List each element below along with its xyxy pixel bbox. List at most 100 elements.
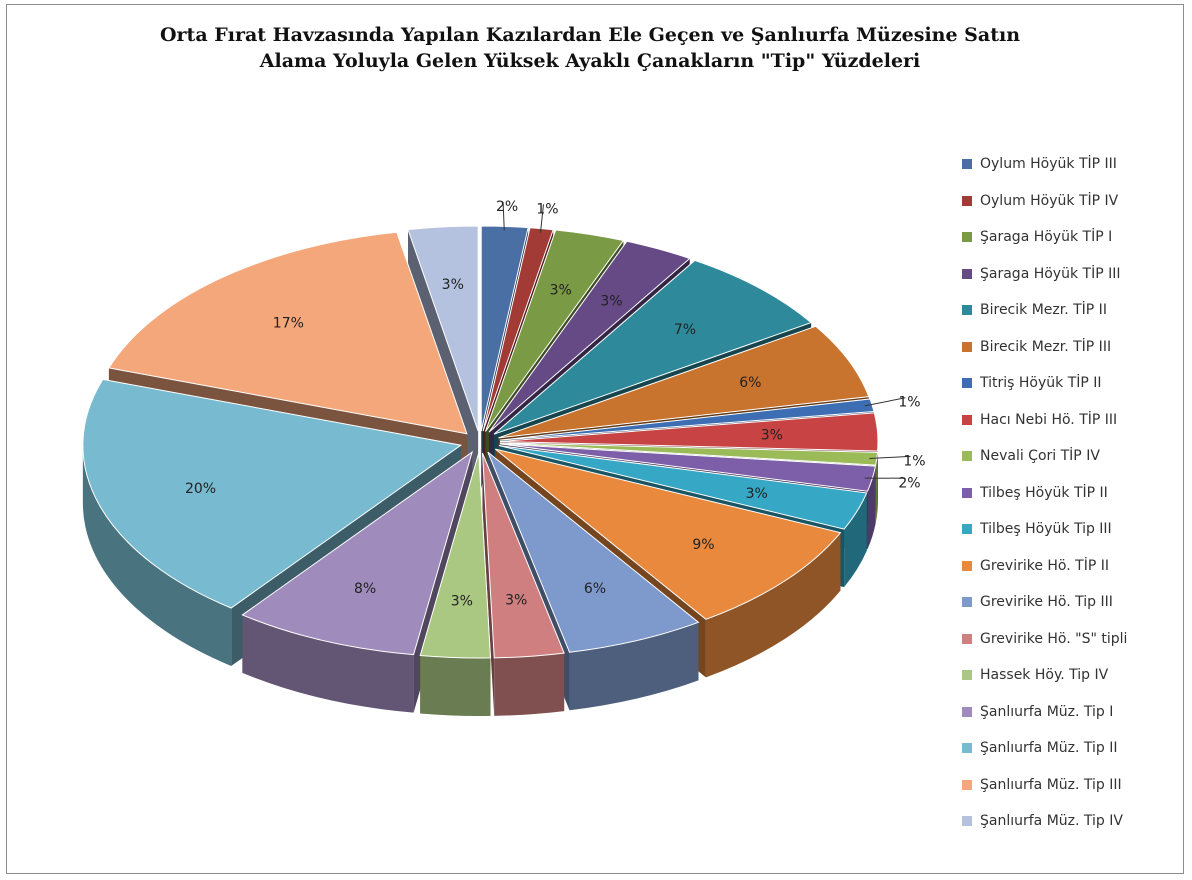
legend-swatch — [962, 487, 972, 498]
legend-item: Şaraga Höyük TİP I — [962, 219, 1127, 256]
legend-label: Nevali Çori TİP IV — [980, 448, 1100, 465]
data-label: 3% — [761, 428, 783, 444]
pie-slice — [494, 448, 842, 620]
data-label: 6% — [584, 581, 606, 597]
data-label: 2% — [496, 199, 518, 215]
legend-swatch — [962, 816, 972, 827]
legend-label: Hacı Nebi Hö. TİP III — [980, 411, 1118, 428]
pie-slice-side — [705, 532, 841, 678]
legend-label: Şanlıurfa Müz. Tip I — [980, 703, 1114, 720]
legend-item: Şanlıurfa Müz. Tip I — [962, 694, 1127, 731]
data-label: 3% — [442, 277, 464, 293]
legend-item: Hacı Nebi Hö. TİP III — [962, 402, 1127, 439]
legend-swatch — [962, 378, 972, 389]
data-label: 3% — [550, 283, 572, 299]
legend-item: Grevirike Hö. Tip III — [962, 584, 1127, 621]
pie-slice-side — [82, 445, 232, 667]
pie-slice — [499, 398, 875, 441]
legend-label: Birecik Mezr. TİP III — [980, 338, 1112, 355]
legend-label: Şaraga Höyük TİP III — [980, 265, 1121, 282]
legend-label: Titriş Höyük TİP II — [980, 375, 1102, 392]
data-label: 7% — [674, 322, 696, 338]
legend-swatch — [962, 743, 972, 754]
pie-slice — [488, 240, 691, 433]
data-label-leader — [864, 397, 906, 407]
legend-swatch — [962, 305, 972, 316]
legend-swatch — [962, 159, 972, 170]
pie-slice-side — [844, 492, 867, 588]
pie-slice — [241, 450, 474, 656]
legend-label: Tilbeş Höyük Tip III — [980, 521, 1112, 538]
data-label: 3% — [451, 593, 473, 609]
legend-swatch — [962, 706, 972, 717]
chart-legend: Oylum Höyük TİP III Oylum Höyük TİP IV Şar… — [962, 146, 1127, 840]
pie-slice — [499, 412, 879, 452]
legend-item: Birecik Mezr. TİP III — [962, 329, 1127, 366]
legend-label: Şanlıurfa Müz. Tip IV — [980, 813, 1123, 830]
legend-label: Grevirike Hö. Tip III — [980, 594, 1113, 611]
pie-slice-wall — [482, 452, 495, 716]
pie-slice — [493, 259, 813, 435]
pie-data-labels: 2% 1% 3% 3% 7% 6% 1% 3% 1% 2% 3% 9% 6% 3% 3% 8% 20% 17% 3% — [185, 199, 926, 609]
legend-swatch — [962, 779, 972, 790]
pie-slice — [419, 452, 492, 659]
legend-swatch — [962, 232, 972, 243]
legend-item: Tilbeş Höyük Tip III — [962, 511, 1127, 548]
legend-label: Oylum Höyük TİP IV — [980, 192, 1119, 209]
pie-slice — [498, 445, 868, 530]
legend-label: Şaraga Höyük TİP I — [980, 229, 1113, 246]
legend-swatch — [962, 633, 972, 644]
legend-swatch — [962, 268, 972, 279]
legend-item: Grevirike Hö. "S" tipli — [962, 621, 1127, 658]
legend-item: Oylum Höyük TİP IV — [962, 183, 1127, 220]
data-label: 17% — [273, 315, 304, 331]
data-label: 3% — [505, 592, 527, 608]
data-label-leader — [869, 455, 911, 459]
legend-label: Grevirike Hö. TİP II — [980, 557, 1109, 574]
pie-slice — [498, 325, 870, 439]
data-label-leader — [539, 204, 545, 233]
data-label: 1% — [898, 395, 920, 411]
pie-slice — [485, 229, 625, 432]
legend-swatch — [962, 414, 972, 425]
legend-label: Hassek Höy. Tip IV — [980, 667, 1109, 684]
data-label: 1% — [536, 201, 558, 217]
legend-item: Şanlıurfa Müz. Tip III — [962, 767, 1127, 804]
data-label: 3% — [600, 293, 622, 309]
pie-slice-side — [420, 655, 491, 716]
legend-item: Nevali Çori TİP IV — [962, 438, 1127, 475]
pie-slice — [407, 225, 479, 432]
legend-label: Şanlıurfa Müz. Tip II — [980, 740, 1118, 757]
pie-slice-side — [875, 452, 878, 524]
legend-label: Grevirike Hö. "S" tipli — [980, 630, 1128, 647]
data-label: 3% — [746, 486, 768, 502]
pie-slice-tops — [82, 225, 879, 659]
legend-item: Oylum Höyük TİP III — [962, 146, 1127, 183]
data-label: 20% — [185, 481, 216, 497]
legend-item: Birecik Mezr. TİP II — [962, 292, 1127, 329]
data-label: 8% — [354, 581, 376, 597]
pie-slice-side — [569, 622, 699, 711]
legend-item: Hassek Höy. Tip IV — [962, 657, 1127, 694]
legend-swatch — [962, 597, 972, 608]
pie-slice — [481, 452, 565, 659]
legend-item: Şanlıurfa Müz. Tip II — [962, 730, 1127, 767]
legend-swatch — [962, 341, 972, 352]
pie-slice — [482, 227, 554, 432]
legend-swatch — [962, 524, 972, 535]
pie-slice — [487, 451, 700, 653]
legend-item: Tilbeş Höyük TİP II — [962, 475, 1127, 512]
data-label: 2% — [898, 475, 920, 491]
legend-item: Titriş Höyük TİP II — [962, 365, 1127, 402]
data-label: 9% — [692, 537, 714, 553]
pie-slice-side — [242, 614, 414, 713]
legend-swatch — [962, 670, 972, 681]
pie-slice — [499, 442, 879, 466]
legend-item: Şaraga Höyük TİP III — [962, 256, 1127, 293]
chart-title-line-2: Alama Yoluyla Gelen Yüksek Ayaklı Çanakl… — [259, 50, 921, 72]
pie-slice — [108, 231, 468, 435]
legend-item: Şanlıurfa Müz. Tip IV — [962, 803, 1127, 840]
pie-slice — [82, 378, 463, 609]
legend-item: Grevirike Hö. TİP II — [962, 548, 1127, 585]
